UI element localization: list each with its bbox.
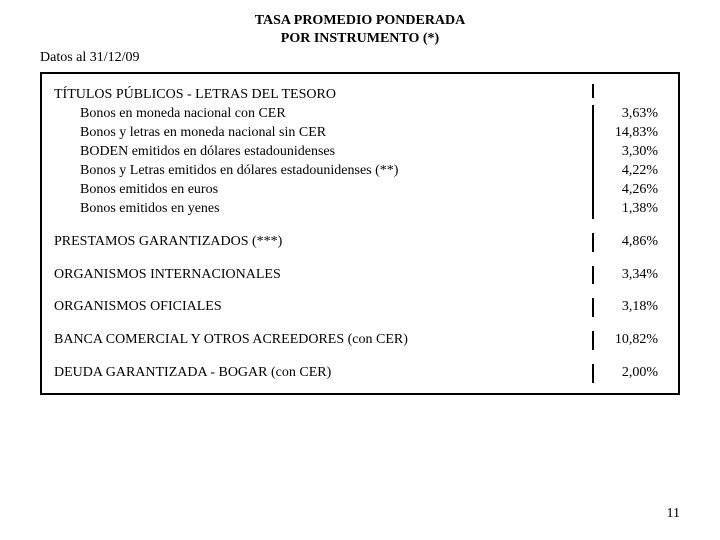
- table-section: ORGANISMOS INTERNACIONALES 3,34%: [42, 266, 678, 285]
- section-header-label: PRESTAMOS GARANTIZADOS (***): [42, 233, 584, 252]
- section-header-value: 4,86%: [592, 233, 678, 252]
- page-number: 11: [667, 506, 680, 522]
- section-header-label: ORGANISMOS INTERNACIONALES: [42, 266, 584, 285]
- section-header-value: [592, 84, 678, 98]
- table-row: Bonos y letras en moneda nacional sin CE…: [42, 124, 678, 143]
- table-section: DEUDA GARANTIZADA - BOGAR (con CER) 2,00%: [42, 364, 678, 383]
- page-title: TASA PROMEDIO PONDERADA POR INSTRUMENTO …: [40, 12, 680, 48]
- section-header-label: TÍTULOS PÚBLICOS - LETRAS DEL TESORO: [42, 86, 584, 105]
- row-value: 4,22%: [592, 162, 678, 181]
- row-label: BODEN emitidos en dólares estadounidense…: [42, 143, 584, 162]
- section-header-label: DEUDA GARANTIZADA - BOGAR (con CER): [42, 364, 584, 383]
- row-label: Bonos en moneda nacional con CER: [42, 105, 584, 124]
- section-header-value: 3,18%: [592, 298, 678, 317]
- section-header-label: ORGANISMOS OFICIALES: [42, 298, 584, 317]
- table-row: Bonos y Letras emitidos en dólares estad…: [42, 162, 678, 181]
- table-section: TÍTULOS PÚBLICOS - LETRAS DEL TESOROBono…: [42, 84, 678, 218]
- section-header-value: 3,34%: [592, 266, 678, 285]
- section-header-row: BANCA COMERCIAL Y OTROS ACREEDORES (con …: [42, 331, 678, 350]
- table-section: ORGANISMOS OFICIALES 3,18%: [42, 298, 678, 317]
- section-header-label: BANCA COMERCIAL Y OTROS ACREEDORES (con …: [42, 331, 584, 350]
- row-value: 3,63%: [592, 105, 678, 124]
- row-value: 1,38%: [592, 200, 678, 219]
- table-row: Bonos emitidos en euros 4,26%: [42, 181, 678, 200]
- section-header-row: PRESTAMOS GARANTIZADOS (***) 4,86%: [42, 233, 678, 252]
- row-label: Bonos y Letras emitidos en dólares estad…: [42, 162, 584, 181]
- section-header-value: 10,82%: [592, 331, 678, 350]
- section-header-row: DEUDA GARANTIZADA - BOGAR (con CER) 2,00%: [42, 364, 678, 383]
- table-row: Bonos emitidos en yenes 1,38%: [42, 200, 678, 219]
- table-section: BANCA COMERCIAL Y OTROS ACREEDORES (con …: [42, 331, 678, 350]
- table-row: BODEN emitidos en dólares estadounidense…: [42, 143, 678, 162]
- date-line: Datos al 31/12/09: [40, 50, 680, 66]
- row-label: Bonos emitidos en euros: [42, 181, 584, 200]
- row-value: 3,30%: [592, 143, 678, 162]
- section-header-row: ORGANISMOS OFICIALES 3,18%: [42, 298, 678, 317]
- row-label: Bonos y letras en moneda nacional sin CE…: [42, 124, 584, 143]
- table-row: Bonos en moneda nacional con CER 3,63%: [42, 105, 678, 124]
- section-header-row: ORGANISMOS INTERNACIONALES 3,34%: [42, 266, 678, 285]
- title-line-1: TASA PROMEDIO PONDERADA: [40, 12, 680, 30]
- row-label: Bonos emitidos en yenes: [42, 200, 584, 219]
- section-header-row: TÍTULOS PÚBLICOS - LETRAS DEL TESORO: [42, 84, 678, 105]
- row-value: 4,26%: [592, 181, 678, 200]
- section-header-value: 2,00%: [592, 364, 678, 383]
- table-section: PRESTAMOS GARANTIZADOS (***) 4,86%: [42, 233, 678, 252]
- title-line-2: POR INSTRUMENTO (*): [40, 30, 680, 48]
- row-value: 14,83%: [592, 124, 678, 143]
- rates-table: TÍTULOS PÚBLICOS - LETRAS DEL TESOROBono…: [40, 72, 680, 395]
